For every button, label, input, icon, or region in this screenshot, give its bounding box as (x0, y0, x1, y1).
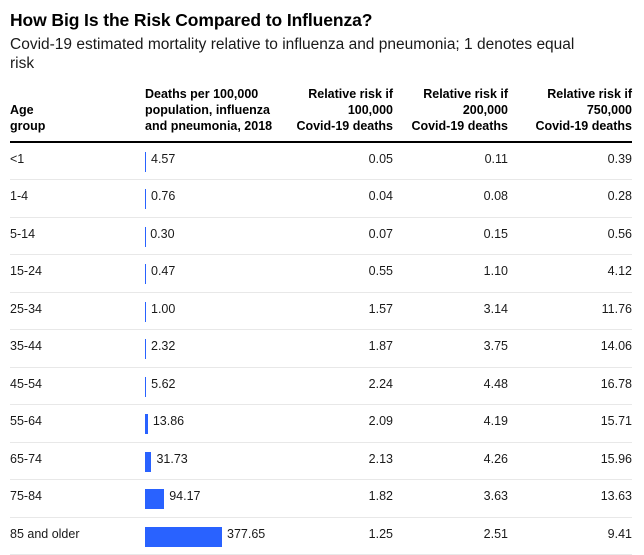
deaths-cell: 5.62 (145, 377, 295, 397)
table-row: 25-34 1.00 1.57 3.14 11.76 (10, 293, 632, 331)
risk-100k-value: 1.82 (295, 489, 393, 503)
deaths-bar (145, 414, 148, 434)
risk-100k-value: 0.04 (295, 189, 393, 203)
table-row: 35-44 2.32 1.87 3.75 14.06 (10, 330, 632, 368)
risk-750k-value: 15.96 (508, 452, 632, 466)
table-row: 5-14 0.30 0.07 0.15 0.56 (10, 218, 632, 256)
table-header-row: Age group Deaths per 100,000 population,… (10, 86, 632, 143)
risk-750k-value: 16.78 (508, 377, 632, 391)
risk-200k-value: 2.51 (393, 527, 508, 541)
risk-200k-value: 0.15 (393, 227, 508, 241)
deaths-value: 5.62 (151, 377, 175, 391)
risk-100k-value: 0.55 (295, 264, 393, 278)
risk-750k-value: 0.39 (508, 152, 632, 166)
risk-200k-value: 3.14 (393, 302, 508, 316)
risk-750k-value: 15.71 (508, 414, 632, 428)
deaths-bar (145, 527, 222, 547)
risk-750k-value: 11.76 (508, 302, 632, 316)
risk-200k-value: 0.08 (393, 189, 508, 203)
deaths-cell: 0.30 (145, 227, 295, 247)
col-header-age-group: Age group (10, 102, 145, 134)
deaths-cell: 13.86 (145, 414, 295, 434)
deaths-bar (145, 264, 146, 284)
deaths-cell: 0.47 (145, 264, 295, 284)
risk-750k-value: 0.28 (508, 189, 632, 203)
risk-200k-value: 4.26 (393, 452, 508, 466)
deaths-bar (145, 452, 151, 472)
page-title: How Big Is the Risk Compared to Influenz… (10, 10, 632, 31)
deaths-value: 13.86 (153, 414, 184, 428)
deaths-bar (145, 152, 146, 172)
risk-100k-value: 0.07 (295, 227, 393, 241)
age-group-label: 65-74 (10, 452, 145, 466)
deaths-cell: 4.57 (145, 152, 295, 172)
col-header-deaths-per-100k: Deaths per 100,000 population, influenza… (145, 86, 295, 134)
deaths-value: 2.32 (151, 339, 175, 353)
risk-200k-value: 4.48 (393, 377, 508, 391)
risk-750k-value: 14.06 (508, 339, 632, 353)
age-group-label: 15-24 (10, 264, 145, 278)
age-group-label: 75-84 (10, 489, 145, 503)
col-header-risk-750k: Relative risk if 750,000 Covid-19 deaths (508, 86, 632, 134)
table-row: 45-54 5.62 2.24 4.48 16.78 (10, 368, 632, 406)
risk-750k-value: 13.63 (508, 489, 632, 503)
table-row: 1-4 0.76 0.04 0.08 0.28 (10, 180, 632, 218)
risk-750k-value: 0.56 (508, 227, 632, 241)
deaths-value: 377.65 (227, 527, 265, 541)
table-row: 15-24 0.47 0.55 1.10 4.12 (10, 255, 632, 293)
risk-200k-value: 3.75 (393, 339, 508, 353)
deaths-cell: 377.65 (145, 527, 295, 547)
col-header-risk-200k: Relative risk if 200,000 Covid-19 deaths (393, 86, 508, 134)
age-group-label: 25-34 (10, 302, 145, 316)
age-group-label: 45-54 (10, 377, 145, 391)
risk-100k-value: 1.87 (295, 339, 393, 353)
age-group-label: 55-64 (10, 414, 145, 428)
age-group-label: 35-44 (10, 339, 145, 353)
deaths-value: 0.47 (151, 264, 175, 278)
risk-200k-value: 3.63 (393, 489, 508, 503)
age-group-label: 85 and older (10, 527, 145, 541)
table-row: 65-74 31.73 2.13 4.26 15.96 (10, 443, 632, 481)
age-group-label: <1 (10, 152, 145, 166)
deaths-bar (145, 189, 146, 209)
deaths-bar (145, 377, 146, 397)
table-row: 85 and older 377.65 1.25 2.51 9.41 (10, 518, 632, 555)
risk-100k-value: 2.24 (295, 377, 393, 391)
deaths-value: 0.30 (150, 227, 174, 241)
page-subtitle: Covid-19 estimated mortality relative to… (10, 36, 602, 74)
risk-100k-value: 0.05 (295, 152, 393, 166)
deaths-bar (145, 489, 164, 509)
deaths-value: 31.73 (156, 452, 187, 466)
table-row: <1 4.57 0.05 0.11 0.39 (10, 143, 632, 181)
deaths-cell: 1.00 (145, 302, 295, 322)
table-row: 55-64 13.86 2.09 4.19 15.71 (10, 405, 632, 443)
risk-750k-value: 4.12 (508, 264, 632, 278)
deaths-bar (145, 339, 146, 359)
risk-200k-value: 0.11 (393, 152, 508, 166)
risk-200k-value: 4.19 (393, 414, 508, 428)
risk-100k-value: 2.13 (295, 452, 393, 466)
deaths-cell: 2.32 (145, 339, 295, 359)
deaths-value: 94.17 (169, 489, 200, 503)
risk-750k-value: 9.41 (508, 527, 632, 541)
deaths-value: 4.57 (151, 152, 175, 166)
deaths-cell: 0.76 (145, 189, 295, 209)
risk-100k-value: 1.25 (295, 527, 393, 541)
deaths-cell: 94.17 (145, 489, 295, 509)
risk-100k-value: 2.09 (295, 414, 393, 428)
age-group-label: 1-4 (10, 189, 145, 203)
col-header-risk-100k: Relative risk if 100,000 Covid-19 deaths (295, 86, 393, 134)
age-group-label: 5-14 (10, 227, 145, 241)
risk-100k-value: 1.57 (295, 302, 393, 316)
risk-table: Age group Deaths per 100,000 population,… (10, 86, 632, 555)
table-row: 75-84 94.17 1.82 3.63 13.63 (10, 480, 632, 518)
deaths-bar (145, 302, 146, 322)
deaths-cell: 31.73 (145, 452, 295, 472)
deaths-value: 1.00 (151, 302, 175, 316)
risk-200k-value: 1.10 (393, 264, 508, 278)
deaths-value: 0.76 (151, 189, 175, 203)
